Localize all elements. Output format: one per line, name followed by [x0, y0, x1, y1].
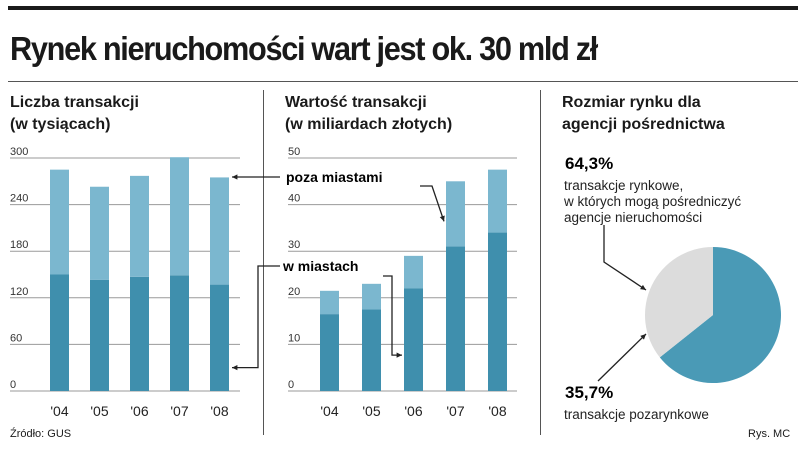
chart1-xtick-label: '05	[90, 403, 108, 419]
pie-label-1-desc: agencje nieruchomości	[564, 210, 702, 225]
chart1-title: Liczba transakcji (w tysiącach)	[10, 92, 139, 136]
annotation-outside-arrow-chart2	[420, 185, 445, 222]
chart2-title-line2: (w miliardach złotych)	[285, 116, 453, 133]
chart3-title-line1: Rozmiar rynku dla	[562, 94, 701, 111]
pie-label-2-percent: 35,7%	[565, 383, 613, 402]
chart2-ytick-label: 30	[288, 239, 300, 251]
pie-pointer-1-head	[640, 284, 646, 290]
chart1-title-line1: Liczba transakcji	[10, 94, 139, 111]
chart1-ytick-label: 300	[10, 146, 28, 158]
chart2-ytick-label: 40	[288, 193, 300, 205]
title-rule	[8, 81, 798, 82]
chart1-bar-outer	[210, 177, 229, 285]
pie-label-1-desc: transakcje rynkowe,	[564, 178, 683, 193]
chart1-xtick-label: '07	[170, 403, 188, 419]
chart2-ytick-label: 50	[288, 146, 300, 158]
annotation-inside-arrow-chart2-head	[396, 352, 402, 358]
annotation-outside-label: poza miastami	[286, 169, 382, 185]
chart2-title: Wartość transakcji (w miliardach złotych…	[285, 92, 452, 136]
chart1-bar-inner	[90, 279, 109, 391]
chart2-bar-inner	[404, 288, 423, 391]
pie-slice-1	[659, 247, 781, 384]
credit-note: Rys. MC	[748, 428, 791, 440]
chart2-xtick-label: '07	[446, 403, 464, 419]
annotation-inside-label: w miastach	[282, 258, 358, 274]
chart1-ytick-label: 0	[10, 379, 16, 391]
page-title: Rynek nieruchomości wart jest ok. 30 mld…	[10, 30, 598, 67]
annotation-inside-arrow-chart2	[383, 275, 402, 356]
chart1-bar-outer	[50, 169, 69, 275]
chart1-bar-outer	[130, 175, 149, 277]
source-note: Źródło: GUS	[10, 428, 72, 440]
chart1-xtick-label: '08	[210, 403, 228, 419]
chart2-bar-inner	[446, 246, 465, 391]
chart1-ytick-label: 120	[10, 286, 28, 298]
top-rule	[8, 6, 798, 10]
chart1-xtick-label: '06	[130, 403, 148, 419]
chart2-ytick-label: 10	[288, 332, 300, 344]
chart1-ytick-label: 60	[10, 332, 22, 344]
chart2-ytick-label: 0	[288, 379, 294, 391]
annotation-outside-arrow-chart2-head	[439, 215, 445, 222]
annotation-inside-arrow-chart1	[232, 265, 280, 369]
chart1-bar-outer	[90, 186, 109, 280]
pie-label-1-percent: 64,3%	[565, 154, 613, 173]
chart1-xtick-label: '04	[50, 403, 68, 419]
chart2-bar-inner	[488, 232, 507, 391]
pie-slice-2	[645, 247, 713, 358]
chart1-ytick-label: 240	[10, 193, 28, 205]
chart3-title-line2: agencji pośrednictwa	[562, 116, 725, 133]
chart2-bar-outer	[488, 169, 507, 233]
panel-separator-1	[263, 90, 264, 435]
chart2-xtick-label: '04	[320, 403, 338, 419]
pie-label-2-desc: transakcje pozarynkowe	[564, 407, 709, 422]
chart1-bar-inner	[50, 274, 69, 391]
pie-pointer-2	[597, 333, 647, 382]
pie-label-1-desc: w których mogą pośredniczyć	[563, 194, 741, 209]
chart2-bar-outer	[404, 255, 423, 289]
chart2-xtick-label: '06	[404, 403, 422, 419]
chart2-bar-outer	[446, 181, 465, 247]
chart2-xtick-label: '05	[362, 403, 380, 419]
panel-separator-2	[540, 90, 541, 435]
chart2-ytick-label: 20	[288, 286, 300, 298]
chart2-bar-outer	[320, 290, 339, 315]
annotation-outside-arrow-chart1-head	[232, 174, 238, 180]
pie-pointer-1	[603, 225, 647, 291]
pie-pointer-2-head	[640, 334, 646, 340]
chart1-title-line2: (w tysiącach)	[10, 116, 111, 133]
chart1-bar-inner	[170, 275, 189, 391]
chart2-bar-inner	[320, 314, 339, 391]
chart1-bar-inner	[130, 276, 149, 391]
chart2-title-line1: Wartość transakcji	[285, 94, 427, 111]
chart3-title: Rozmiar rynku dla agencji pośrednictwa	[562, 92, 725, 136]
chart2-bar-outer	[362, 283, 381, 310]
chart1-bar-outer	[170, 157, 189, 276]
annotation-inside-arrow-chart1-head	[232, 364, 238, 371]
chart2-bar-inner	[362, 309, 381, 391]
chart1-bar-inner	[210, 284, 229, 391]
chart2-xtick-label: '08	[488, 403, 506, 419]
chart1-ytick-label: 180	[10, 239, 28, 251]
